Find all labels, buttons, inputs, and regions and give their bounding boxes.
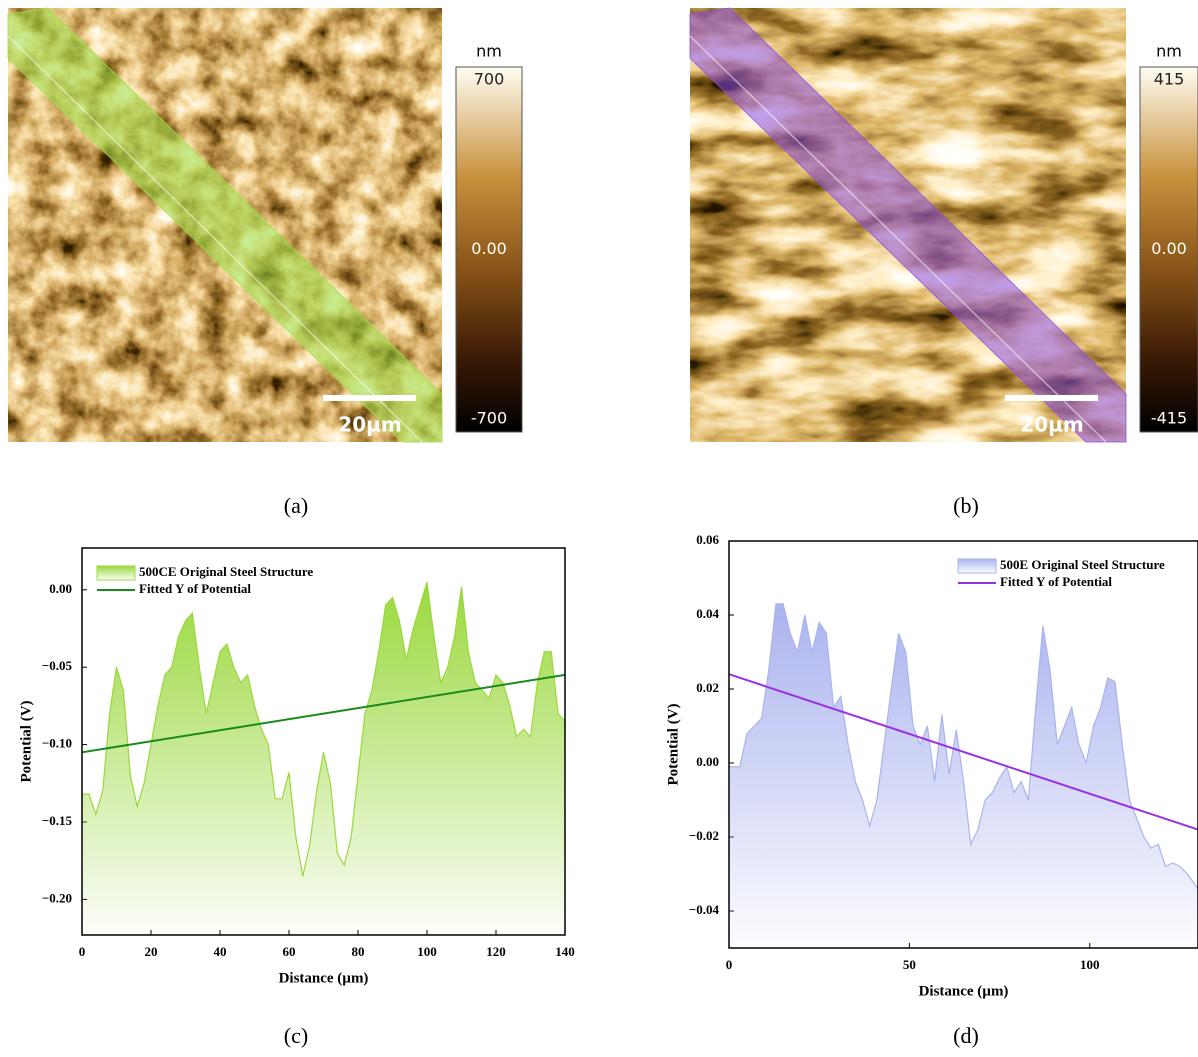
y-tick-label: 0.06 bbox=[696, 532, 719, 547]
x-tick-label: 120 bbox=[486, 944, 506, 959]
x-tick-label: 0 bbox=[726, 957, 733, 972]
y-tick-label: −0.04 bbox=[689, 902, 720, 917]
y-axis-label: Potential (V) bbox=[18, 700, 34, 782]
x-tick-label: 100 bbox=[1080, 957, 1100, 972]
colorbar-tick-label: 0.00 bbox=[471, 239, 507, 258]
y-tick-label: −0.20 bbox=[42, 890, 72, 905]
x-tick-label: 20 bbox=[145, 944, 158, 959]
colorbar-unit: nm bbox=[476, 42, 502, 61]
x-axis-label: Distance (µm) bbox=[279, 970, 369, 986]
x-tick-label: 140 bbox=[555, 944, 575, 959]
colorbar-tick-label: -415 bbox=[1151, 409, 1187, 428]
panel-caption: (c) bbox=[284, 1023, 308, 1048]
colorbar-tick-label: 700 bbox=[474, 70, 505, 89]
x-tick-label: 40 bbox=[214, 944, 227, 959]
x-tick-label: 0 bbox=[79, 944, 86, 959]
y-tick-label: 0.02 bbox=[696, 680, 719, 695]
legend-label: Fitted Y of Potential bbox=[139, 581, 251, 596]
x-tick-label: 60 bbox=[283, 944, 296, 959]
x-axis-label: Distance (µm) bbox=[919, 983, 1009, 999]
colorbar-tick-label: 415 bbox=[1154, 70, 1185, 89]
area-fill bbox=[729, 604, 1198, 948]
panel-caption: (b) bbox=[953, 493, 979, 518]
y-tick-label: −0.10 bbox=[42, 736, 72, 751]
legend-label: 500E Original Steel Structure bbox=[1000, 557, 1165, 572]
legend-label: Fitted Y of Potential bbox=[1000, 574, 1112, 589]
panel-caption: (a) bbox=[284, 493, 308, 518]
y-tick-label: −0.05 bbox=[42, 658, 73, 673]
panel-caption: (d) bbox=[953, 1023, 979, 1048]
figure: 20µm nm 700 0.00 -700 20µm nm 415 0.00 -415 (a) (b)… bbox=[0, 0, 1198, 1057]
scale-bar-label: 20µm bbox=[1020, 413, 1083, 437]
scale-bar-label: 20µm bbox=[338, 413, 401, 437]
colorbar-tick-label: -700 bbox=[471, 409, 507, 428]
y-tick-label: 0.04 bbox=[696, 606, 719, 621]
colorbar-tick-label: 0.00 bbox=[1151, 239, 1187, 258]
y-tick-label: 0.00 bbox=[696, 754, 719, 769]
x-tick-label: 100 bbox=[417, 944, 437, 959]
x-tick-label: 50 bbox=[903, 957, 916, 972]
area-fill bbox=[82, 582, 565, 935]
colorbar-unit: nm bbox=[1156, 42, 1182, 61]
page: 20µm nm 700 0.00 -700 20µm nm 415 0.00 -415 (a) (b)… bbox=[0, 0, 1198, 1057]
x-tick-label: 80 bbox=[352, 944, 365, 959]
y-tick-label: −0.02 bbox=[689, 828, 719, 843]
y-axis-label: Potential (V) bbox=[665, 703, 681, 785]
y-tick-label: 0.00 bbox=[49, 581, 72, 596]
legend-swatch bbox=[958, 559, 996, 573]
legend-swatch bbox=[97, 566, 135, 580]
y-tick-label: −0.15 bbox=[42, 813, 73, 828]
legend-label: 500CE Original Steel Structure bbox=[139, 564, 313, 579]
